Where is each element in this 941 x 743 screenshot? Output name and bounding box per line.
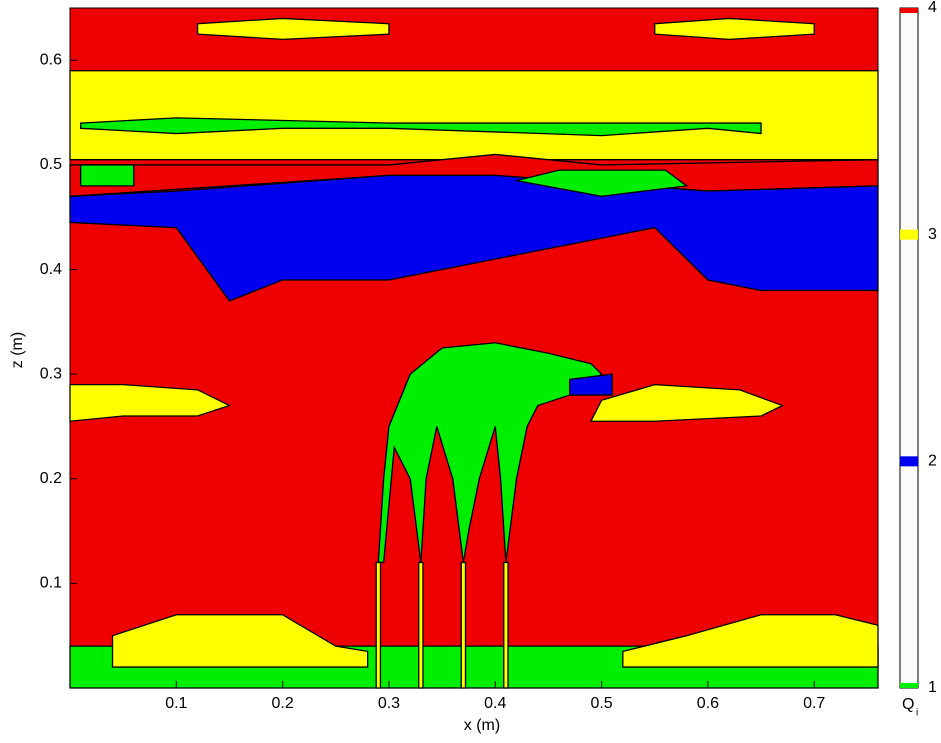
colorbar-label-sub: i xyxy=(916,708,918,719)
y-tick-label: 0.1 xyxy=(40,575,62,592)
x-tick-label: 0.5 xyxy=(590,695,612,712)
y-tick-label: 0.3 xyxy=(40,365,62,382)
x-tick-label: 0.1 xyxy=(165,695,187,712)
region xyxy=(654,17,815,41)
colorbar-frame xyxy=(899,7,919,689)
x-tick-label: 0.7 xyxy=(803,695,825,712)
colorbar-tick-label: 1 xyxy=(928,679,937,696)
colorbar-label: Q xyxy=(902,696,914,713)
region xyxy=(569,373,613,396)
region xyxy=(69,70,879,161)
region xyxy=(622,614,879,668)
region xyxy=(516,169,689,197)
colorbar-band xyxy=(900,8,918,13)
y-tick-label: 0.5 xyxy=(40,156,62,173)
colorbar-tick-label: 2 xyxy=(928,453,937,470)
plot-frame xyxy=(69,7,879,689)
region xyxy=(79,164,135,187)
x-tick-label: 0.3 xyxy=(378,695,400,712)
region xyxy=(196,17,390,41)
y-tick-label: 0.4 xyxy=(40,261,62,278)
x-axis-label: x (m) xyxy=(464,717,500,734)
colorbar-band xyxy=(900,683,918,688)
x-tick-label: 0.4 xyxy=(484,695,506,712)
region xyxy=(69,383,232,422)
region xyxy=(418,561,424,689)
region xyxy=(375,561,382,689)
colorbar-tick-label: 4 xyxy=(928,0,937,16)
x-tick-label: 0.6 xyxy=(697,695,719,712)
colorbar-tick-label: 3 xyxy=(928,226,937,243)
region xyxy=(111,614,369,668)
region xyxy=(79,117,762,137)
region xyxy=(69,174,879,302)
y-tick-label: 0.6 xyxy=(40,52,62,69)
y-tick-label: 0.2 xyxy=(40,470,62,487)
x-tick-label: 0.2 xyxy=(272,695,294,712)
region xyxy=(503,561,509,689)
region xyxy=(460,561,467,689)
colorbar-band xyxy=(900,456,918,467)
region xyxy=(589,383,784,422)
colorbar-band xyxy=(900,229,918,240)
y-axis-label: z (m) xyxy=(9,332,26,368)
